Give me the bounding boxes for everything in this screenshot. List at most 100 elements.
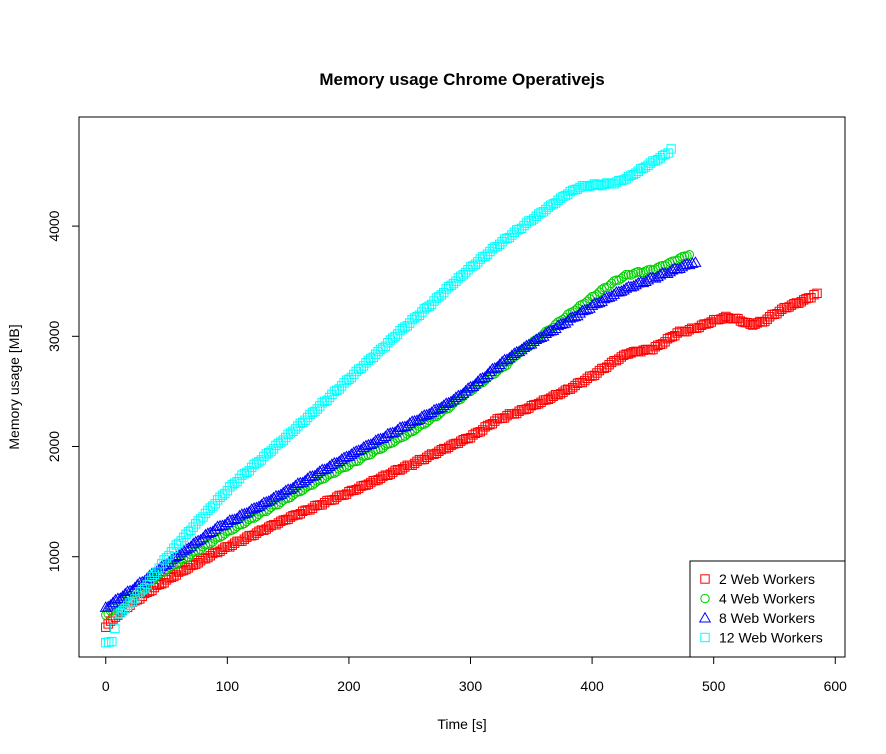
data-point (194, 533, 207, 545)
data-point (653, 340, 663, 351)
data-point (491, 360, 504, 372)
data-point (666, 144, 676, 154)
data-point (564, 311, 577, 323)
data-point (395, 465, 405, 475)
data-point (636, 347, 646, 357)
data-point (217, 544, 228, 555)
data-point (463, 433, 473, 444)
data-point (137, 585, 147, 595)
data-point (358, 361, 369, 371)
data-point (383, 470, 393, 481)
data-point (488, 362, 501, 373)
data-point (468, 430, 478, 440)
data-point (572, 378, 583, 388)
data-point (657, 339, 668, 349)
data-point (276, 516, 286, 527)
data-point (330, 456, 343, 468)
data-point (743, 318, 753, 328)
data-point (502, 410, 512, 421)
data-point (636, 164, 646, 174)
data-point (548, 199, 558, 209)
data-point (458, 270, 468, 280)
y-tick-label: 4000 (46, 210, 62, 241)
data-point (349, 369, 359, 380)
data-point (288, 426, 298, 436)
data-point (565, 384, 575, 394)
data-point (200, 508, 211, 519)
data-point (786, 300, 797, 310)
y-tick-label: 3000 (46, 321, 62, 352)
data-point (242, 532, 252, 542)
data-point (385, 335, 395, 345)
data-point (626, 270, 636, 280)
data-point (558, 387, 568, 397)
data-point (166, 547, 177, 557)
data-point (581, 303, 594, 314)
data-point (378, 471, 388, 482)
data-point (706, 317, 716, 327)
data-point (485, 419, 495, 430)
data-point (536, 397, 546, 407)
data-point (550, 198, 561, 208)
legend: 2 Web Workers 4 Web Workers 8 Web Workers 1… (689, 560, 846, 658)
data-point (436, 444, 447, 455)
data-point (551, 319, 565, 331)
data-point (628, 269, 639, 279)
data-point (234, 473, 245, 484)
data-point (205, 551, 216, 561)
data-point (397, 464, 408, 474)
data-point (251, 458, 262, 468)
data-point (609, 179, 619, 189)
data-point (188, 522, 198, 532)
data-point (174, 538, 184, 549)
data-point (657, 150, 668, 161)
data-point (558, 191, 568, 202)
data-point (414, 421, 425, 431)
data-point (582, 373, 592, 384)
data-point (592, 179, 602, 190)
data-point (422, 452, 432, 463)
data-point (611, 275, 622, 285)
data-point (689, 256, 702, 267)
data-point (149, 569, 160, 580)
data-point (266, 520, 276, 531)
data-point (638, 163, 648, 173)
data-point (723, 313, 733, 323)
data-point (490, 416, 500, 426)
data-point (239, 534, 250, 544)
data-point (470, 259, 481, 269)
data-point (266, 446, 276, 456)
data-point (211, 520, 224, 532)
data-point (212, 547, 223, 558)
chart-title: Memory usage Chrome Operativejs (319, 70, 604, 89)
data-point (290, 424, 301, 434)
data-point (641, 273, 655, 285)
data-point (721, 311, 731, 322)
data-point (387, 467, 398, 478)
data-point (480, 251, 490, 261)
data-point (599, 179, 609, 189)
data-point (487, 418, 498, 429)
data-point (684, 324, 695, 335)
data-point (208, 548, 218, 559)
data-point (789, 299, 799, 309)
data-point (470, 428, 481, 439)
data-points (99, 144, 822, 648)
x-tick-label: 100 (216, 678, 240, 694)
data-point (390, 331, 400, 342)
data-point (660, 261, 670, 271)
data-point (412, 456, 422, 467)
data-point (103, 609, 113, 619)
data-point (662, 334, 673, 344)
data-point (239, 468, 250, 479)
data-point (298, 417, 308, 428)
legend-entry-label: 2 Web Workers (719, 571, 815, 587)
data-point (650, 156, 661, 166)
data-point (660, 149, 670, 160)
data-point (548, 391, 558, 401)
data-point (453, 273, 464, 283)
data-point (432, 402, 446, 414)
data-point (229, 538, 240, 548)
data-point (370, 349, 381, 360)
data-point (448, 439, 459, 449)
